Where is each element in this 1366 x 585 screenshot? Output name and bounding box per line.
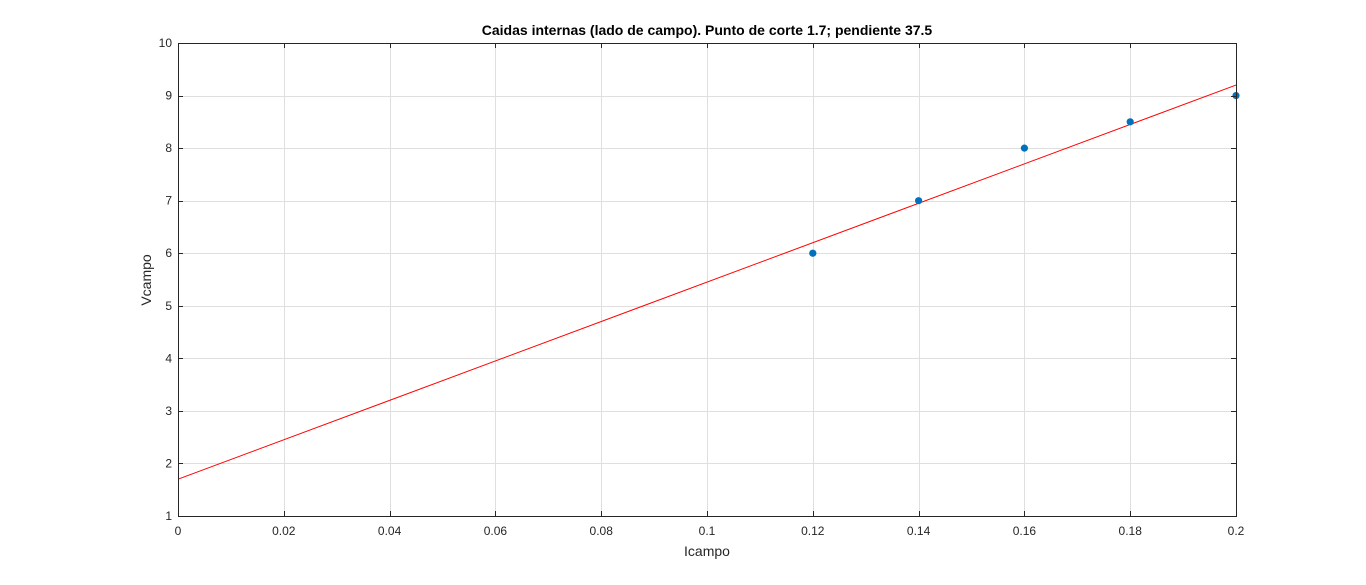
y-tick-label: 2 bbox=[165, 456, 172, 470]
y-tick-label: 4 bbox=[165, 351, 172, 365]
x-tick-label: 0 bbox=[175, 524, 182, 538]
x-tick-label: 0.1 bbox=[699, 524, 716, 538]
x-tick-label: 0.06 bbox=[484, 524, 508, 538]
y-tick-label: 9 bbox=[165, 89, 172, 103]
y-tick-label: 1 bbox=[165, 509, 172, 523]
x-tick-label: 0.14 bbox=[907, 524, 931, 538]
data-point bbox=[1020, 144, 1028, 152]
y-tick-label: 3 bbox=[165, 404, 172, 418]
y-tick-label: 10 bbox=[159, 36, 173, 50]
x-tick-label: 0.08 bbox=[590, 524, 614, 538]
y-tick-label: 5 bbox=[165, 299, 172, 313]
y-axis-label: Vcampo bbox=[138, 254, 154, 306]
data-point bbox=[809, 249, 817, 257]
ticks: 0 0.02 0.04 0.06 0.08 0.1 0.12 0.14 0.16 0.18 0.2 1… bbox=[159, 36, 1245, 538]
x-tick-label: 0.16 bbox=[1013, 524, 1037, 538]
x-tick-label: 0.12 bbox=[801, 524, 825, 538]
x-tick-label: 0.18 bbox=[1119, 524, 1143, 538]
x-axis-label: Icampo bbox=[684, 543, 730, 559]
chart-title: Caidas internas (lado de campo). Punto d… bbox=[482, 22, 933, 38]
x-tick-label: 0.2 bbox=[1228, 524, 1245, 538]
y-tick-label: 8 bbox=[165, 141, 172, 155]
x-tick-label: 0.02 bbox=[272, 524, 296, 538]
x-tick-label: 0.04 bbox=[378, 524, 402, 538]
plot-area bbox=[177, 84, 1240, 480]
data-point bbox=[1126, 118, 1134, 126]
y-tick-label: 6 bbox=[165, 246, 172, 260]
y-tick-label: 7 bbox=[165, 194, 172, 208]
data-point bbox=[915, 197, 923, 205]
grid bbox=[178, 43, 1237, 517]
fit-line bbox=[177, 84, 1237, 480]
